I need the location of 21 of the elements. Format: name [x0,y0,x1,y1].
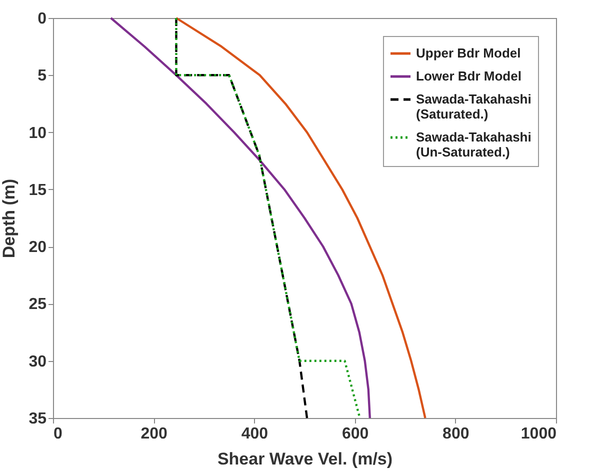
x-tick-label: 0 [54,426,62,442]
x-tick-label: 600 [342,426,369,442]
x-axis-title: Shear Wave Vel. (m/s) [217,450,393,468]
legend-label: Lower Bdr Model [416,68,522,84]
y-tick-label: 25 [28,296,47,314]
x-tick-label: 800 [442,426,470,442]
line-series [110,16,371,420]
x-tick-label: 1000 [520,426,557,442]
x-tick-label: 200 [140,426,168,442]
y-axis-title: Depth (m) [0,178,19,258]
y-tick-label: 30 [28,353,47,370]
legend-label: Sawada-Takahashi (Un-Saturated.) [416,130,532,160]
y-tick-label: 0 [38,10,47,28]
legend-label: Sawada-Takahashi (Saturated.) [416,92,532,122]
y-tick-label: 10 [28,124,47,142]
y-tick-label: 20 [28,239,47,256]
x-tick-label: 400 [241,426,268,442]
y-tick-label: 15 [28,182,47,199]
y-tick-label: 35 [28,410,47,428]
legend-label: Upper Bdr Model [416,46,521,60]
y-tick-label: 5 [38,68,47,85]
